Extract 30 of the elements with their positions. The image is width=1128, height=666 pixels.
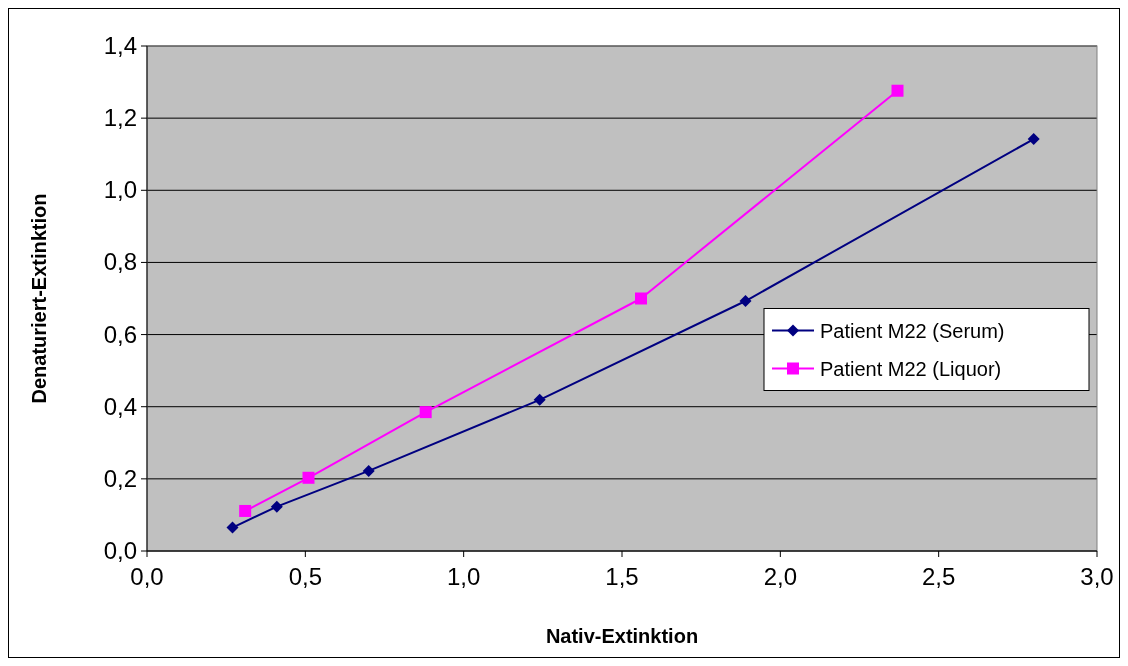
x-tick-label: 1,0 [446,563,481,590]
point [302,471,315,484]
point [1027,133,1040,146]
x-axis-title: Nativ-Extinktion [545,625,699,647]
point [239,504,252,517]
y-tick-label: 1,2 [103,104,137,132]
point [635,292,647,305]
x-tick-label: 0,0 [130,563,164,590]
point [270,500,283,513]
point [226,521,239,534]
y-tick-label: 1,0 [103,176,137,204]
point [362,464,375,477]
legend-label: Patient M22 (Liquor) [820,357,1002,380]
x-tick-label: 3,0 [1080,563,1114,590]
legend-label: Patient M22 (Serum) [820,319,1005,342]
y-tick-label: 0,8 [103,248,137,276]
y-tick-label: 0,4 [103,392,137,420]
x-tick-label: 1,5 [605,563,639,590]
y-tick-label: 1,4 [103,32,137,59]
point [419,406,432,419]
y-tick-label: 0,0 [103,537,137,564]
x-tick-label: 0,5 [288,563,323,590]
x-tick-label: 2,0 [763,563,798,590]
point [533,393,546,406]
y-tick-label: 0,6 [103,320,137,348]
point [891,84,904,97]
x-tick-label: 2,5 [921,563,956,590]
y-tick-label: 0,2 [103,464,137,492]
point [739,295,752,308]
y-axis-title: Denaturiert-Extinktion [28,193,50,404]
